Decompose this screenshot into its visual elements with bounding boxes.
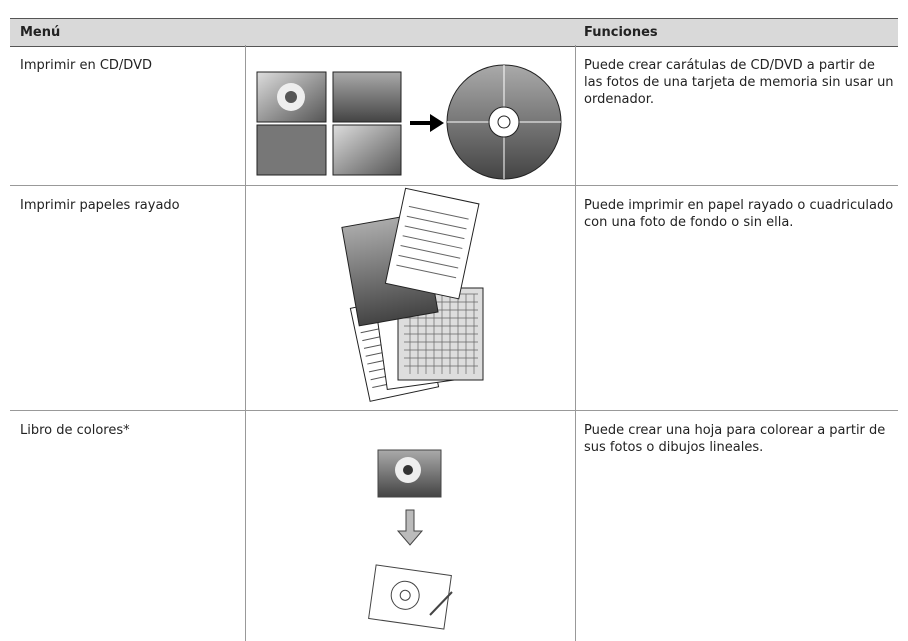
column-divider <box>245 45 246 641</box>
table-header <box>10 18 898 47</box>
menu-item: Libro de colores* <box>20 423 130 438</box>
row-divider <box>10 410 898 411</box>
menu-item: Imprimir en CD/DVD <box>20 58 152 73</box>
header-functions: Funciones <box>584 25 658 40</box>
function-text: Puede crear una hoja para colorear a par… <box>584 423 886 455</box>
column-divider <box>575 45 576 641</box>
function-text: Puede crear carátulas de CD/DVD a partir… <box>584 58 894 107</box>
cd-illustration <box>256 64 562 180</box>
papers-illustration <box>341 187 484 402</box>
header-menu: Menú <box>20 25 61 40</box>
menu-item: Imprimir papeles rayado <box>20 198 180 213</box>
function-text: Puede imprimir en papel rayado o cuadric… <box>584 198 894 230</box>
row-divider <box>10 185 898 186</box>
coloring-illustration <box>368 449 453 630</box>
